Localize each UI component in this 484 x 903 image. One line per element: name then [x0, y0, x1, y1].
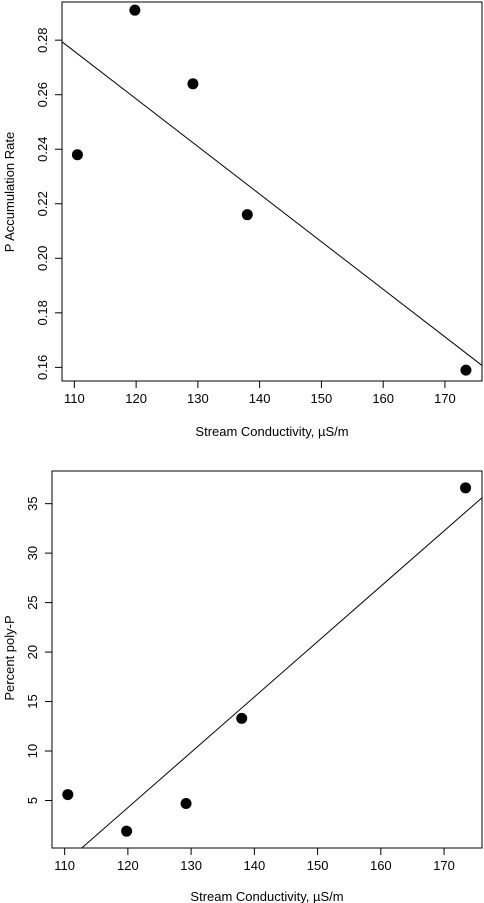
- chart-2-points: [62, 482, 472, 837]
- chart-2-x-tick-label: 130: [180, 858, 202, 873]
- chart-1-x-tick-label: 130: [187, 391, 209, 406]
- chart-2-data-point: [62, 789, 74, 801]
- chart-1-regression-line: [61, 41, 483, 366]
- chart-1-y-tick-label: 0.26: [35, 82, 50, 107]
- chart-2-x-tick-label: 150: [307, 858, 329, 873]
- chart-2-fit-line: [81, 497, 483, 849]
- chart-1-plot-frame: [61, 1, 483, 382]
- chart-2-x-tick-label: 140: [244, 858, 266, 873]
- chart-1-data-point: [187, 78, 199, 90]
- chart-2-y-tick-label: 30: [25, 546, 40, 560]
- chart-2-x-tick-label: 120: [117, 858, 139, 873]
- chart-2-data-point: [460, 482, 472, 494]
- chart-1-fit-line: [61, 41, 483, 366]
- chart-1-y-tick-label: 0.24: [35, 137, 50, 162]
- chart-1-y-tick-label: 0.20: [35, 246, 50, 271]
- chart-1-x-axis-title: Stream Conductivity, µS/m: [195, 424, 348, 439]
- chart-2-data-point: [180, 797, 192, 809]
- chart-2: 110 120 130 140 150 160 170 5 10 15 20 25 30 35 Stre…: [2, 470, 483, 903]
- chart-1-y-axis: 0.16 0.18 0.20 0.22 0.24 0.26 0.28: [35, 28, 63, 380]
- chart-1-y-tick-label: 0.28: [35, 28, 50, 53]
- chart-2-y-axis: 5 10 15 20 25 30 35: [25, 496, 53, 804]
- chart-2-y-tick-label: 5: [25, 797, 40, 804]
- chart-2-x-axis-title: Stream Conductivity, µS/m: [190, 889, 343, 903]
- chart-1: 110 120 130 140 150 160 170 0.160.180.200.220.…: [2, 1, 483, 439]
- chart-1-y-tick-label: 0.22: [35, 191, 50, 216]
- chart-2-plot-frame: [51, 470, 483, 849]
- chart-2-regression-line: [81, 497, 483, 849]
- chart-1-x-tick-label: 140: [249, 391, 271, 406]
- chart-2-x-tick-label: 170: [433, 858, 455, 873]
- chart-2-y-axis-title: Percent poly-P: [2, 615, 17, 700]
- chart-1-data-point: [460, 364, 472, 376]
- chart-1-x-tick-label: 170: [434, 391, 456, 406]
- chart-1-x-tick-label: 150: [311, 391, 333, 406]
- chart-1-data-point: [71, 149, 83, 161]
- chart-1-x-tick-label: 110: [64, 391, 85, 406]
- chart-1-x-axis: 110 120 130 140 150 160 170: [64, 380, 456, 406]
- chart-2-y-tick-label: 25: [25, 595, 40, 609]
- chart-2-y-tick-label: 20: [25, 645, 40, 659]
- chart-1-x-tick-label: 160: [372, 391, 394, 406]
- chart-1-y-tick-label: 0.18: [35, 300, 50, 325]
- chart-1-points: [71, 4, 472, 376]
- chart-2-y-tick-label: 10: [25, 744, 40, 758]
- chart-2-x-axis: 110 120 130 140 150 160 170: [54, 847, 455, 873]
- chart-1-y-tick-label: 0.16: [35, 355, 50, 380]
- chart-2-data-point: [236, 712, 248, 724]
- chart-1-data-point: [129, 4, 141, 16]
- chart-2-y-tick-label: 15: [25, 694, 40, 708]
- chart-2-y-tick-label: 35: [25, 496, 40, 510]
- chart-1-x-tick-label: 120: [125, 391, 147, 406]
- chart-1-y-axis-title: P Accumulation Rate: [2, 132, 17, 252]
- chart-1-data-point: [241, 209, 253, 221]
- chart-2-x-tick-label: 160: [370, 858, 392, 873]
- chart-2-data-point: [121, 825, 133, 837]
- chart-2-x-tick-label: 110: [54, 858, 75, 873]
